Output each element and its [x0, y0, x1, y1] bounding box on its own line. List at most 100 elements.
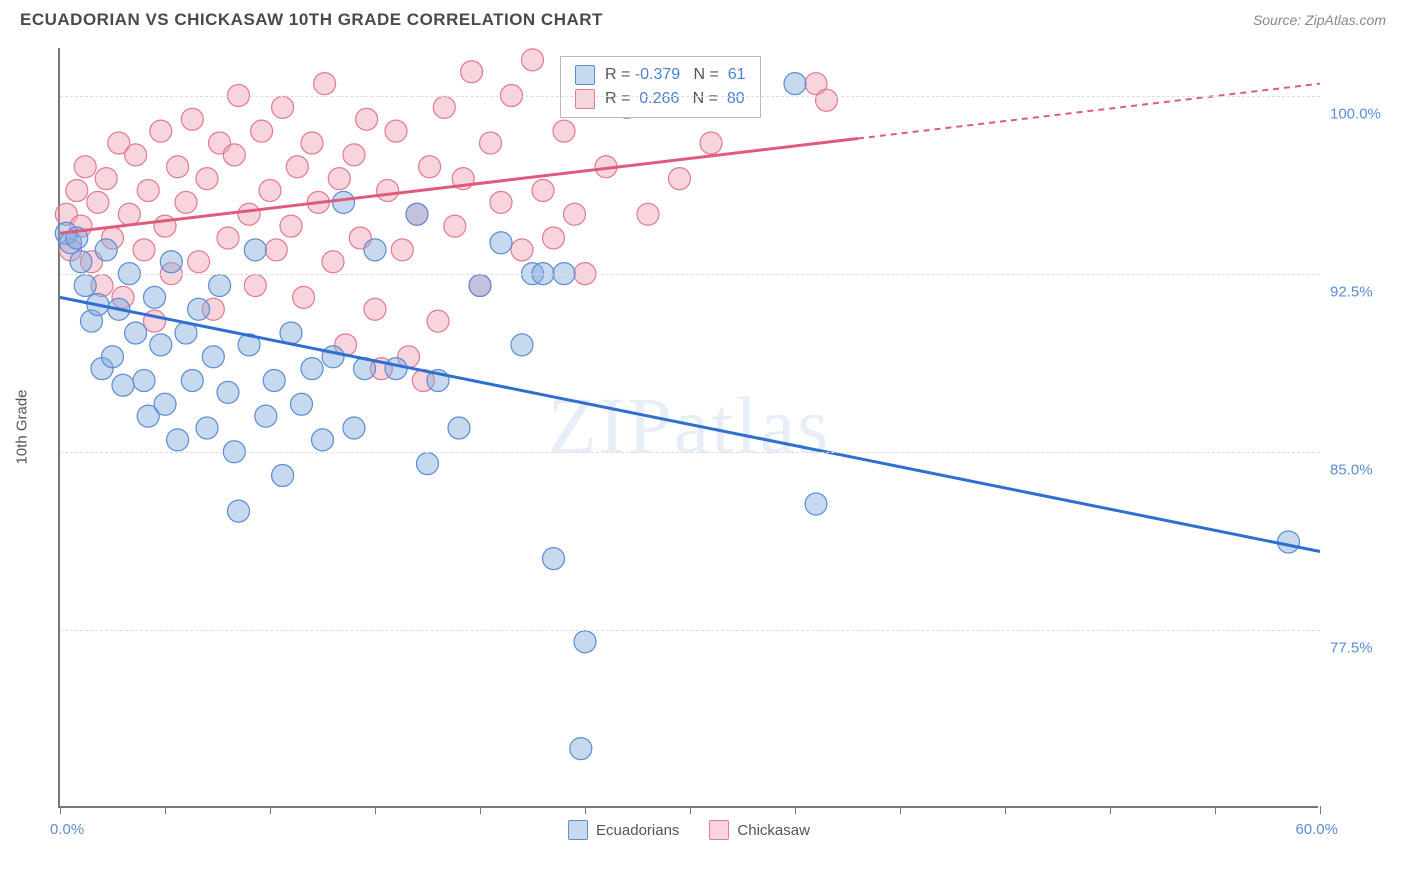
data-point	[188, 251, 210, 273]
data-point	[118, 203, 140, 225]
data-point	[637, 203, 659, 225]
data-point	[333, 191, 355, 213]
data-point	[1278, 531, 1300, 553]
data-point	[511, 239, 533, 261]
data-point	[175, 191, 197, 213]
legend-swatch	[709, 820, 729, 840]
data-point	[217, 381, 239, 403]
data-point	[167, 156, 189, 178]
data-point	[255, 405, 277, 427]
data-point	[784, 73, 806, 95]
source-prefix: Source:	[1253, 12, 1305, 28]
data-point	[112, 374, 134, 396]
data-point	[322, 346, 344, 368]
data-point	[188, 298, 210, 320]
data-point	[66, 180, 88, 202]
stats-swatch	[575, 65, 595, 85]
data-point	[385, 358, 407, 380]
data-point	[343, 417, 365, 439]
xtick	[375, 806, 376, 814]
data-point	[532, 180, 554, 202]
plot-svg	[60, 48, 1320, 808]
data-point	[385, 120, 407, 142]
data-point	[196, 168, 218, 190]
stats-text: R = 0.266 N = 80	[605, 87, 745, 111]
data-point	[391, 239, 413, 261]
data-point	[433, 96, 455, 118]
stats-text: R = -0.379 N = 61	[605, 63, 746, 87]
data-point	[272, 465, 294, 487]
data-point	[95, 239, 117, 261]
gridline-h	[60, 452, 1320, 453]
data-point	[301, 132, 323, 154]
data-point	[244, 239, 266, 261]
data-point	[805, 493, 827, 515]
data-point	[543, 548, 565, 570]
legend-label: Chickasaw	[737, 822, 810, 839]
data-point	[314, 73, 336, 95]
data-point	[74, 275, 96, 297]
xtick	[795, 806, 796, 814]
data-point	[265, 239, 287, 261]
y-axis-label: 10th Grade	[14, 389, 31, 464]
data-point	[490, 191, 512, 213]
x-axis-min-label: 0.0%	[50, 821, 84, 838]
ytick-label: 85.0%	[1330, 461, 1373, 478]
data-point	[417, 453, 439, 475]
data-point	[280, 215, 302, 237]
source-link[interactable]: ZipAtlas.com	[1305, 12, 1386, 28]
xtick	[270, 806, 271, 814]
x-axis-max-label: 60.0%	[1295, 821, 1338, 838]
data-point	[150, 334, 172, 356]
data-point	[356, 108, 378, 130]
xtick	[1215, 806, 1216, 814]
data-point	[87, 191, 109, 213]
data-point	[102, 346, 124, 368]
legend-item: Chickasaw	[709, 820, 810, 840]
xtick	[60, 806, 61, 814]
data-point	[181, 370, 203, 392]
gridline-h	[60, 274, 1320, 275]
data-point	[154, 393, 176, 415]
data-point	[202, 346, 224, 368]
data-point	[160, 251, 182, 273]
xtick	[585, 806, 586, 814]
data-point	[167, 429, 189, 451]
data-point	[238, 203, 260, 225]
data-point	[469, 275, 491, 297]
data-point	[427, 310, 449, 332]
stats-row: R = -0.379 N = 61	[575, 63, 746, 87]
chart-container: ZIPatlas 10th Grade 0.0% 60.0% R = -0.37…	[58, 48, 1388, 838]
data-point	[137, 180, 159, 202]
xtick	[480, 806, 481, 814]
chart-header: ECUADORIAN VS CHICKASAW 10TH GRADE CORRE…	[0, 0, 1406, 36]
correlation-stats-box: R = -0.379 N = 61R = 0.266 N = 80	[560, 56, 761, 118]
data-point	[406, 203, 428, 225]
data-point	[217, 227, 239, 249]
data-point	[343, 144, 365, 166]
legend-swatch	[568, 820, 588, 840]
data-point	[95, 168, 117, 190]
data-point	[228, 500, 250, 522]
stats-swatch	[575, 89, 595, 109]
data-point	[377, 180, 399, 202]
legend-item: Ecuadorians	[568, 820, 679, 840]
data-point	[286, 156, 308, 178]
data-point	[419, 156, 441, 178]
xtick	[1110, 806, 1111, 814]
data-point	[280, 322, 302, 344]
data-point	[328, 168, 350, 190]
data-point	[448, 417, 470, 439]
data-point	[574, 631, 596, 653]
data-point	[553, 120, 575, 142]
plot-area: ZIPatlas 10th Grade 0.0% 60.0% R = -0.37…	[58, 48, 1318, 808]
data-point	[564, 203, 586, 225]
data-point	[251, 120, 273, 142]
gridline-h	[60, 630, 1320, 631]
data-point	[816, 89, 838, 111]
data-point	[74, 156, 96, 178]
xtick	[165, 806, 166, 814]
data-point	[133, 239, 155, 261]
data-point	[259, 180, 281, 202]
data-point	[209, 275, 231, 297]
